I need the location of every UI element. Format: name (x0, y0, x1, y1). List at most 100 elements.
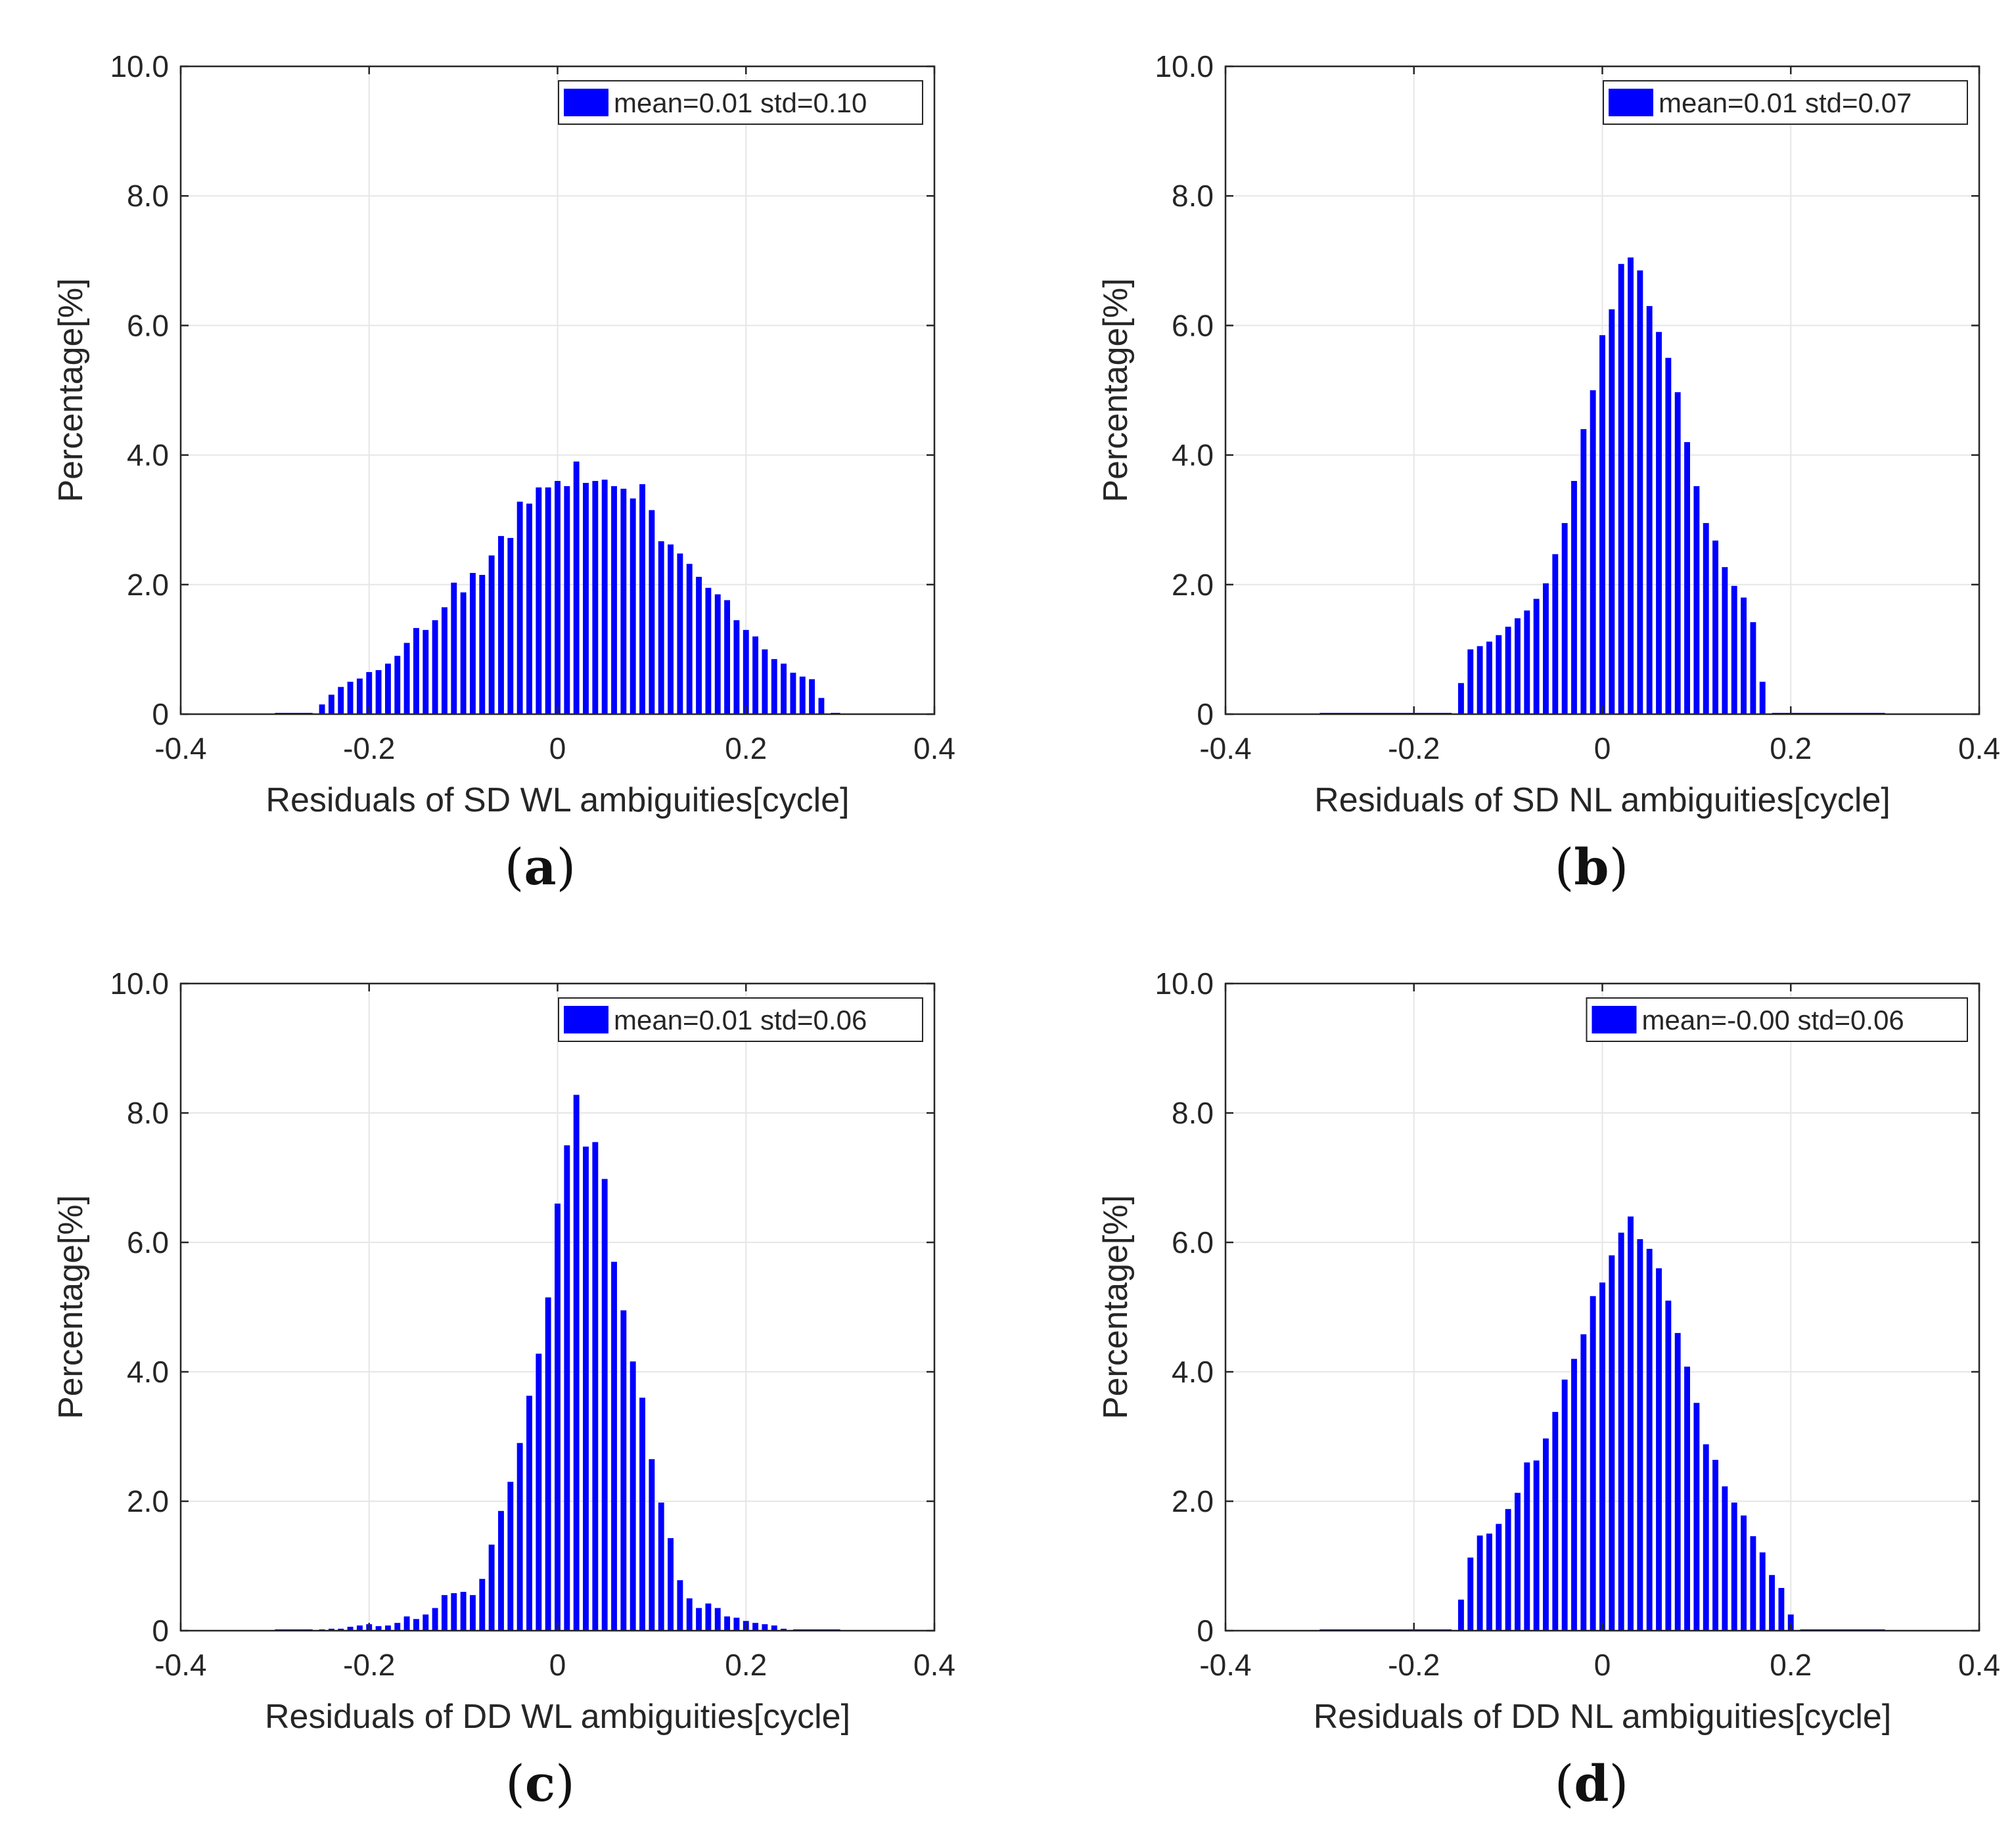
legend-box (558, 80, 923, 125)
histogram-bar (384, 664, 391, 714)
histogram-bar (384, 1625, 391, 1631)
histogram-bar (1590, 1296, 1596, 1631)
x-tick-label: 0.2 (725, 731, 767, 765)
histogram-bar (432, 620, 438, 714)
chart-d: -0.4 -0.2 0 0.2 0.4 0 2.0 4.0 6.0 8.0 10.0 Residual… (1097, 966, 2000, 1736)
histogram-bar (1759, 681, 1766, 714)
histogram-bar (677, 553, 683, 714)
histogram-bar (526, 1395, 532, 1631)
histogram-bar (611, 486, 617, 714)
histogram-bar (498, 535, 504, 714)
histogram-bar (1609, 309, 1615, 714)
histogram-bar (328, 1629, 334, 1631)
y-tick-label: 10.0 (1155, 966, 1214, 1001)
y-tick-label: 0 (1197, 697, 1214, 731)
histogram-bar (555, 481, 561, 714)
histogram-bar (319, 704, 325, 714)
y-tick-label: 2.0 (127, 568, 169, 602)
caption-letter-c: c (524, 1754, 556, 1813)
histogram-bar (714, 594, 721, 714)
histogram-bar (451, 1593, 457, 1631)
histogram-bar (762, 649, 768, 714)
histogram-bar (1609, 1255, 1615, 1631)
x-tick-label: 0.4 (1958, 1648, 2000, 1682)
histogram-bar (1524, 1462, 1530, 1631)
histogram-bar (516, 1443, 523, 1631)
y-tick-label: 6.0 (1172, 308, 1214, 342)
histogram-bar (1684, 1367, 1690, 1631)
caption-letter-b: b (1574, 838, 1609, 896)
histogram-bar (1505, 1508, 1511, 1631)
histogram-bar (1646, 1248, 1653, 1631)
histogram-bar (442, 607, 447, 714)
histogram-bar (451, 582, 457, 714)
histogram-bar (781, 664, 787, 714)
histogram-bar (1543, 583, 1549, 714)
y-tick-label: 10.0 (110, 966, 169, 1001)
histogram-bar (375, 669, 382, 714)
panel-caption-b: (b) (1554, 838, 1629, 896)
legend-label: mean=0.01 std=0.07 (1659, 87, 1912, 118)
histogram-bar (649, 510, 655, 714)
legend-box (558, 997, 923, 1042)
y-tick-label: 4.0 (1172, 438, 1214, 472)
histogram-bar (1731, 585, 1737, 714)
x-tick-label: 0.2 (1770, 731, 1812, 765)
x-tick-label: 0.4 (913, 1648, 955, 1682)
y-tick-label: 8.0 (127, 1096, 169, 1130)
histogram-bar (545, 487, 551, 714)
histogram-bar (696, 1608, 702, 1631)
y-tick-label: 2.0 (127, 1484, 169, 1518)
histogram-bar (686, 1598, 693, 1631)
histogram-bar (733, 1618, 740, 1631)
legend-box (1586, 997, 1968, 1042)
histogram-bar (413, 627, 419, 714)
histogram-bar (536, 1353, 542, 1631)
histogram-bar (413, 1619, 419, 1631)
legend-swatch (564, 1006, 608, 1033)
histogram-bar (733, 620, 740, 714)
x-tick-label: -0.4 (154, 1648, 206, 1682)
histogram-bar (809, 679, 815, 714)
histogram-bar (752, 636, 759, 714)
histogram-bar (573, 1095, 580, 1631)
histogram-bar (507, 537, 514, 714)
y-tick-label: 2.0 (1172, 568, 1214, 602)
panel-caption-d: (d) (1554, 1754, 1629, 1813)
histogram-bar (686, 564, 693, 714)
x-tick-label: 0.2 (1770, 1648, 1812, 1682)
histogram-bar (714, 1608, 721, 1631)
histogram-bar (1628, 1216, 1634, 1631)
histogram-bar (470, 1595, 476, 1631)
histogram-bar (1759, 1552, 1766, 1631)
histogram-bar (1769, 1575, 1775, 1631)
histogram-bar (1637, 1239, 1643, 1631)
chart-a: -0.4 -0.2 0 0.2 0.4 0 2.0 4.0 6.0 8.0 10.0 Residual… (52, 49, 955, 819)
histogram-bar (564, 1145, 570, 1631)
histogram-bar (442, 1595, 447, 1631)
x-tick-label: 0.2 (725, 1648, 767, 1682)
legend-swatch (564, 89, 608, 116)
histogram-bar (347, 1627, 354, 1631)
histogram-bar (545, 1297, 551, 1631)
histogram-bar (1580, 1334, 1587, 1631)
y-tick-label: 8.0 (1172, 1096, 1214, 1130)
x-tick-label: 0 (1594, 731, 1611, 765)
y-tick-label: 10.0 (1155, 49, 1214, 83)
histogram-bar (1750, 622, 1756, 714)
histogram-bar (488, 1544, 495, 1631)
histogram-bar (668, 544, 674, 714)
histogram-bar (1741, 1515, 1747, 1631)
histogram-bar (394, 656, 401, 714)
histogram-bar (1646, 306, 1653, 714)
legend-label: mean=0.01 std=0.06 (614, 1005, 867, 1035)
histogram-bar (328, 694, 334, 714)
y-tick-label: 6.0 (1172, 1225, 1214, 1259)
histogram-bar (460, 592, 467, 714)
histogram-bar (1486, 1533, 1492, 1631)
histogram-bar (1457, 683, 1464, 714)
histogram-bar (1787, 1614, 1794, 1631)
chart-c: -0.4 -0.2 0 0.2 0.4 0 2.0 4.0 6.0 8.0 10.0 Residual… (52, 966, 955, 1736)
legend-label: mean=0.01 std=0.10 (614, 87, 867, 118)
